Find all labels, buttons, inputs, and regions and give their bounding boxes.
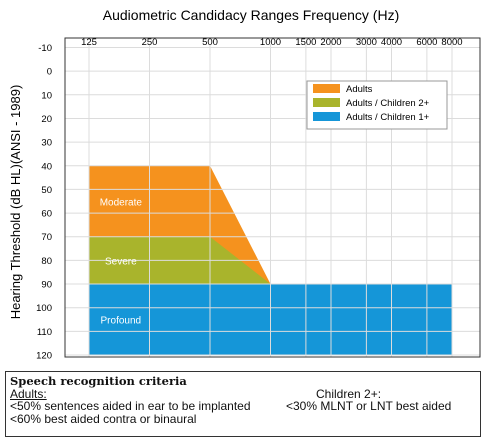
x-tick-label: 6000	[416, 37, 437, 48]
legend-swatch-adults	[313, 84, 340, 93]
y-tick-label: 50	[41, 185, 52, 196]
region-label-moderate: Moderate	[100, 197, 143, 208]
region-label-profound: Profound	[101, 316, 142, 327]
y-tick-label: 100	[36, 303, 52, 314]
y-tick-label: 40	[41, 161, 52, 172]
children-criterion-1: <30% MLNT or LNT best aided	[286, 399, 452, 413]
y-tick-label: 110	[37, 327, 52, 338]
y-tick-label: 120	[36, 351, 52, 362]
x-tick-label: 2000	[320, 37, 341, 48]
adults-criterion-1: <50% sentences aided in ear to be implan…	[10, 399, 251, 413]
y-tick-label: 30	[41, 138, 52, 149]
legend-swatch-adults-children-2	[313, 98, 340, 107]
y-tick-label: 70	[41, 232, 52, 243]
y-tick-label: 60	[41, 209, 52, 220]
region-labels: Moderate Severe Profound	[100, 197, 143, 326]
criteria-heading: Speech recognition criteria	[10, 374, 187, 388]
adults-heading: Adults:	[10, 387, 47, 401]
region-label-severe: Severe	[105, 256, 137, 267]
y-tick-label: 90	[41, 280, 52, 291]
y-tick-label: 10	[41, 90, 52, 101]
plot-frame	[64, 37, 481, 358]
y-tick-label: -10	[38, 43, 52, 54]
x-tick-label: 8000	[441, 37, 462, 48]
x-tick-label: 4000	[381, 37, 402, 48]
axes: 125 250 500 1000 1500 2000 3000 4000 6000 8000-10…	[36, 37, 481, 362]
x-tick-label: 250	[142, 37, 158, 48]
adults-criterion-2: <60% best aided contra or binaural	[10, 412, 197, 426]
chart-title: Audiometric Candidacy Ranges Frequency (…	[103, 7, 399, 23]
y-tick-label: 20	[41, 114, 52, 125]
x-tick-label: 3000	[356, 37, 377, 48]
legend-label-adults-children-2: Adults / Children 2+	[346, 98, 430, 109]
x-tick-label: 125	[81, 37, 97, 48]
legend: Adults Adults / Children 2+ Adults / Child…	[306, 80, 448, 130]
speech-criteria-box: Speech recognition criteria Adults: <50%…	[5, 371, 481, 437]
y-tick-label: 80	[41, 256, 52, 267]
x-tick-label: 1500	[295, 37, 316, 48]
children-heading: Children 2+:	[316, 387, 382, 401]
legend-label-adults-children-1: Adults / Children 1+	[346, 112, 430, 123]
y-tick-label: 0	[47, 67, 52, 78]
y-axis-title: Hearing Threshold (dB HL)(ANSI - 1989)	[8, 85, 23, 320]
legend-label-adults: Adults	[346, 84, 373, 95]
legend-swatch-adults-children-1	[313, 112, 340, 121]
x-tick-label: 1000	[260, 37, 281, 48]
x-tick-label: 500	[202, 37, 218, 48]
